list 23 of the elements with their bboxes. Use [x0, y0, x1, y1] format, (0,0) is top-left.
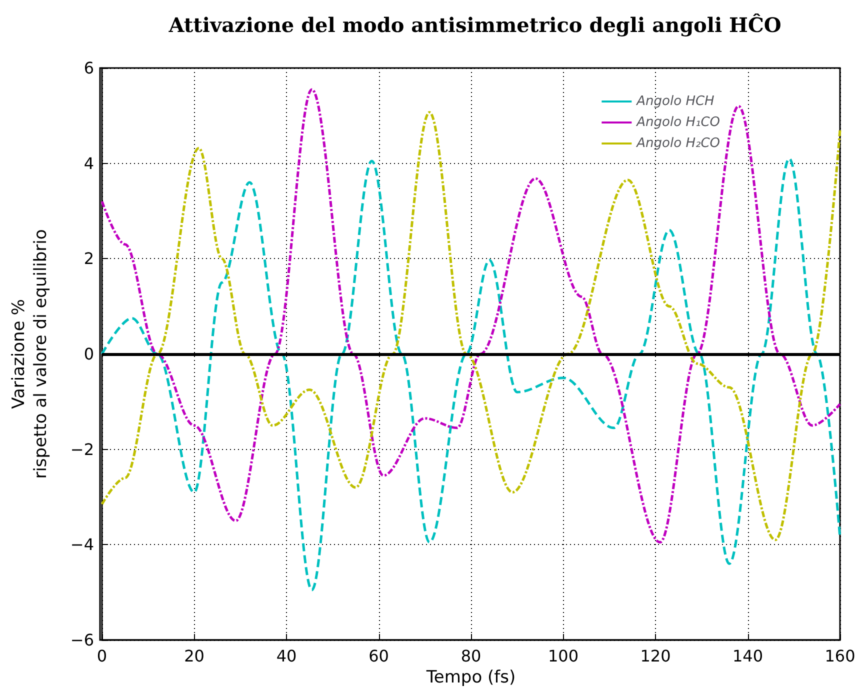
legend-label: Angolo H₁CO — [636, 115, 720, 130]
y-tick-label: 0 — [84, 344, 94, 364]
y-tick-label: 4 — [84, 154, 94, 173]
y-tick-label: −4 — [70, 535, 94, 554]
x-tick-label: 100 — [548, 646, 579, 666]
y-tick-label: 2 — [84, 249, 94, 268]
x-tick-label: 120 — [640, 646, 671, 666]
x-tick-label: 0 — [96, 646, 108, 666]
line-series — [100, 157, 842, 592]
y-tick-label: −6 — [70, 630, 94, 650]
y-tick-label: 6 — [84, 58, 94, 78]
legend-label: Angolo H₂CO — [636, 136, 720, 151]
x-tick-label: 80 — [460, 646, 482, 666]
y-axis-title: Variazione % rispetto al valore di equilibrio — [9, 229, 51, 479]
legend-label: Angolo HCH — [636, 94, 715, 109]
x-tick-label: 20 — [184, 646, 204, 666]
x-tick-label: 40 — [276, 646, 297, 666]
y-tick-label: −2 — [70, 440, 94, 459]
x-tick-label: 160 — [824, 646, 856, 666]
x-tick-label: 140 — [732, 646, 764, 666]
chart-title: Attivazione del modo antisimmetrico degli angoli HĈO — [168, 13, 782, 37]
x-tick-label: 60 — [368, 646, 389, 666]
x-axis-title: Tempo (fs) — [425, 667, 516, 688]
